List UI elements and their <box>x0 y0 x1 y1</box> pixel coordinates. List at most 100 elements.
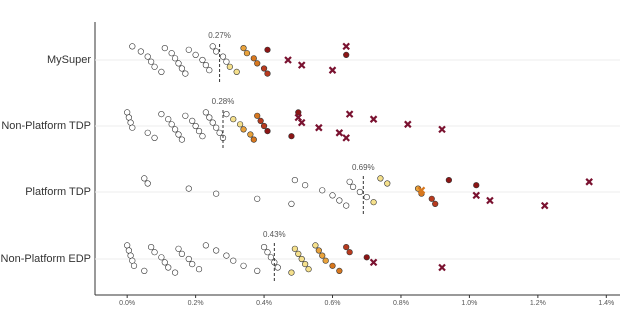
point <box>264 249 271 256</box>
point <box>260 122 268 130</box>
point <box>291 245 298 252</box>
median-label: 0.43% <box>263 230 286 239</box>
median-label: 0.28% <box>212 97 235 106</box>
point <box>189 117 196 124</box>
point <box>125 114 132 121</box>
point <box>189 261 196 268</box>
point <box>264 70 271 77</box>
point <box>144 53 151 60</box>
cross-point <box>369 115 378 123</box>
category-label: MySuper <box>47 54 91 66</box>
point <box>168 50 175 57</box>
point <box>336 267 343 275</box>
point <box>165 264 172 271</box>
point <box>137 48 144 55</box>
point <box>254 112 261 119</box>
point <box>312 242 319 249</box>
point <box>158 68 165 75</box>
point <box>127 119 134 126</box>
cross-point <box>297 118 306 127</box>
cross-point <box>472 191 481 200</box>
point <box>295 109 302 116</box>
cross-point <box>404 120 412 129</box>
point <box>213 124 220 131</box>
point <box>343 244 350 251</box>
point <box>250 136 257 143</box>
point <box>322 257 329 264</box>
point <box>219 53 227 60</box>
point <box>260 244 268 251</box>
point <box>141 267 148 275</box>
point <box>178 250 186 257</box>
point <box>171 269 179 276</box>
median-label: 0.27% <box>208 31 231 40</box>
point <box>213 48 220 55</box>
cross-point <box>297 61 306 69</box>
cross-point <box>540 201 549 210</box>
point <box>213 247 220 254</box>
point <box>254 195 261 202</box>
point <box>168 121 175 128</box>
point <box>230 116 237 123</box>
point <box>305 266 312 273</box>
cross-point <box>585 178 593 186</box>
point <box>302 182 309 189</box>
point <box>165 116 172 123</box>
cross-point <box>342 42 350 51</box>
point <box>343 51 350 59</box>
point <box>267 254 275 261</box>
point <box>302 261 309 268</box>
point <box>291 177 298 184</box>
point <box>343 202 350 209</box>
point <box>240 44 247 52</box>
point <box>202 242 209 249</box>
point <box>130 262 138 269</box>
x-tick-label: 0.4% <box>256 300 272 307</box>
point <box>129 257 136 264</box>
point <box>254 267 261 275</box>
point <box>223 58 230 65</box>
point <box>182 112 189 119</box>
point <box>151 134 158 141</box>
point <box>199 56 206 64</box>
point <box>363 194 370 201</box>
point <box>315 247 322 254</box>
point <box>240 262 247 269</box>
point <box>223 252 230 259</box>
point <box>178 65 186 72</box>
point <box>178 136 186 143</box>
point <box>346 249 353 256</box>
point <box>377 175 384 182</box>
point <box>233 68 240 75</box>
point <box>148 58 155 65</box>
point <box>346 178 353 185</box>
point <box>175 60 182 67</box>
point <box>295 250 302 257</box>
point <box>254 60 261 67</box>
point <box>199 133 206 140</box>
point <box>144 180 151 187</box>
point <box>432 200 439 207</box>
point <box>240 126 247 133</box>
point <box>209 119 216 126</box>
point <box>161 44 168 52</box>
cross-point <box>342 134 350 142</box>
point <box>129 43 136 50</box>
point <box>171 126 179 133</box>
point <box>124 242 131 249</box>
cross-point <box>328 66 337 74</box>
point <box>473 182 480 189</box>
point <box>247 131 254 138</box>
point <box>202 109 209 116</box>
x-tick-label: 1.2% <box>530 300 546 307</box>
point <box>329 262 336 269</box>
point <box>230 257 237 264</box>
point <box>226 63 233 70</box>
point <box>329 192 336 199</box>
point <box>384 180 391 187</box>
point <box>209 43 216 50</box>
point <box>185 185 192 192</box>
point <box>288 133 295 140</box>
point <box>336 197 343 204</box>
